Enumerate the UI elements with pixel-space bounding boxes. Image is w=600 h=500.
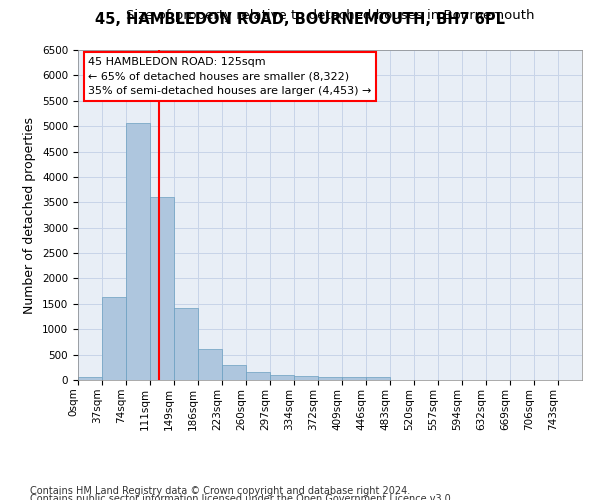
Text: 45, HAMBLEDON ROAD, BOURNEMOUTH, BH7 6PL: 45, HAMBLEDON ROAD, BOURNEMOUTH, BH7 6PL — [95, 12, 505, 28]
Bar — [102, 296, 126, 380]
Y-axis label: Number of detached properties: Number of detached properties — [23, 116, 37, 314]
Text: 45 HAMBLEDON ROAD: 125sqm
← 65% of detached houses are smaller (8,322)
35% of se: 45 HAMBLEDON ROAD: 125sqm ← 65% of detac… — [88, 56, 371, 96]
Bar — [294, 376, 318, 380]
Text: Contains public sector information licensed under the Open Government Licence v3: Contains public sector information licen… — [30, 494, 454, 500]
Bar — [174, 308, 198, 380]
Bar — [198, 348, 222, 380]
Bar — [78, 377, 102, 380]
Bar — [150, 197, 174, 380]
Title: Size of property relative to detached houses in Bournemouth: Size of property relative to detached ho… — [126, 10, 534, 22]
Bar — [318, 378, 342, 380]
Bar — [366, 377, 390, 380]
Bar — [126, 123, 150, 380]
Bar — [246, 372, 270, 380]
Bar — [270, 375, 294, 380]
Text: Contains HM Land Registry data © Crown copyright and database right 2024.: Contains HM Land Registry data © Crown c… — [30, 486, 410, 496]
Bar — [342, 378, 366, 380]
Bar — [222, 366, 246, 380]
